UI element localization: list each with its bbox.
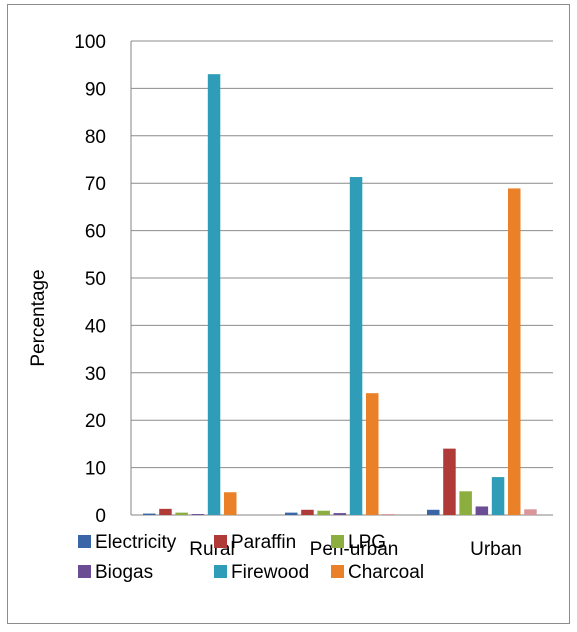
bar bbox=[285, 512, 298, 515]
y-axis-ticks: 0 10 20 30 40 50 60 70 80 90 100 bbox=[74, 32, 106, 527]
legend-label: Biogas bbox=[95, 562, 153, 583]
y-tick-label: 90 bbox=[85, 79, 106, 100]
legend-swatch bbox=[78, 565, 91, 578]
y-tick-label: 50 bbox=[85, 269, 106, 290]
y-tick-label: 40 bbox=[85, 316, 106, 337]
legend-label: Charcoal bbox=[348, 562, 424, 583]
bar bbox=[191, 514, 205, 515]
y-tick-label: 20 bbox=[85, 411, 106, 432]
bar bbox=[207, 74, 221, 516]
bar bbox=[475, 506, 489, 515]
y-tick-label: 60 bbox=[85, 222, 106, 243]
x-axis-ticks: Rural Peri-urban Urban bbox=[189, 539, 522, 560]
bar bbox=[459, 491, 472, 515]
y-tick-label: 0 bbox=[95, 506, 106, 527]
bar bbox=[301, 509, 314, 515]
chart-frame bbox=[7, 4, 570, 624]
bar bbox=[443, 448, 456, 515]
bar bbox=[333, 513, 347, 515]
bar bbox=[317, 510, 330, 515]
bar bbox=[491, 477, 505, 515]
legend-swatch bbox=[214, 535, 227, 548]
x-tick-label: Urban bbox=[470, 539, 522, 560]
legend-swatch bbox=[78, 535, 91, 548]
legend-swatch bbox=[331, 535, 344, 548]
legend-swatch bbox=[331, 565, 344, 578]
legend-label: Firewood bbox=[231, 562, 309, 583]
legend: Electricity Paraffin LPG Biogas Firewood Char… bbox=[78, 532, 424, 583]
bar bbox=[224, 492, 237, 515]
legend-swatch bbox=[214, 565, 227, 578]
bar bbox=[175, 512, 188, 515]
y-tick-label: 10 bbox=[85, 459, 106, 480]
bar bbox=[382, 514, 395, 515]
bar bbox=[508, 188, 521, 515]
bar bbox=[349, 177, 363, 515]
legend-label: LPG bbox=[348, 532, 386, 553]
bar bbox=[366, 393, 379, 515]
bars bbox=[143, 74, 537, 516]
legend-label: Paraffin bbox=[231, 532, 296, 553]
bar bbox=[143, 513, 156, 515]
y-tick-label: 80 bbox=[85, 127, 106, 148]
y-tick-label: 30 bbox=[85, 364, 106, 385]
x-tick-label: Rural bbox=[189, 539, 234, 560]
y-axis-title: Percentage bbox=[28, 269, 49, 366]
bar bbox=[524, 509, 537, 515]
bar bbox=[427, 509, 440, 515]
y-tick-label: 100 bbox=[74, 32, 106, 53]
gridlines bbox=[130, 40, 553, 516]
legend-label: Electricity bbox=[95, 532, 177, 553]
y-tick-label: 70 bbox=[85, 174, 106, 195]
bar bbox=[159, 508, 172, 515]
